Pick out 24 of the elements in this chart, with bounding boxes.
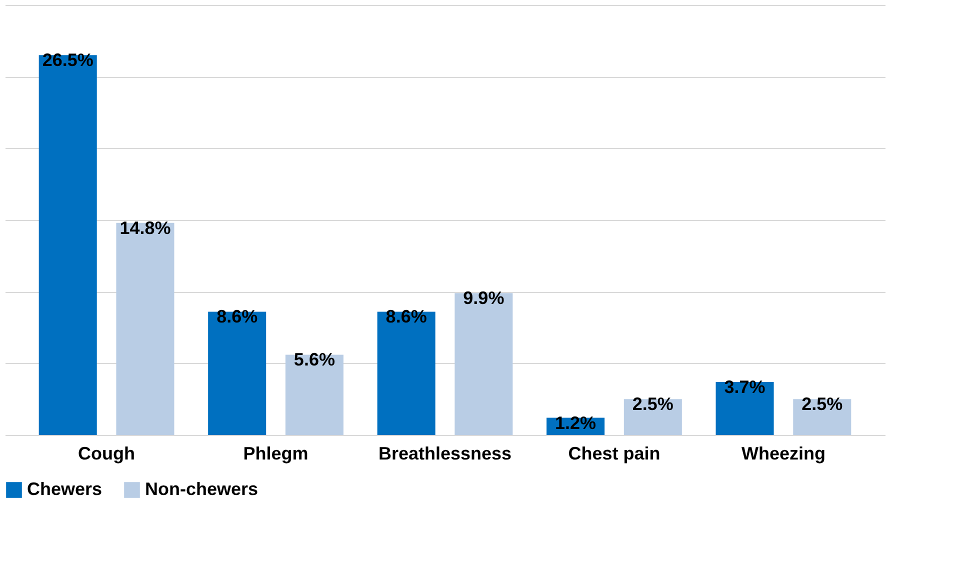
bar (285, 354, 344, 435)
data-label: 14.8% (120, 218, 171, 238)
data-label: 2.5% (632, 394, 674, 414)
x-tick-label: Breathlessness (378, 444, 512, 464)
data-label: 8.6% (216, 306, 258, 327)
bar (454, 293, 513, 435)
legend-label: Non-chewers (145, 479, 258, 499)
bar (716, 382, 774, 435)
bar (38, 55, 97, 435)
data-label: 5.6% (294, 350, 335, 370)
data-label: 9.9% (463, 288, 504, 308)
data-label: 1.2% (555, 412, 596, 433)
x-tick-label: Chest pain (568, 444, 660, 464)
bar (208, 312, 266, 435)
data-label: 2.5% (802, 394, 843, 414)
x-tick-label: Phlegm (243, 444, 308, 464)
data-label: 8.6% (386, 306, 427, 327)
bar (116, 222, 174, 435)
data-label: 26.5% (42, 50, 94, 70)
legend-label: Chewers (27, 479, 102, 499)
data-label: 3.7% (724, 376, 766, 397)
x-tick-label: Cough (78, 444, 136, 464)
bar (377, 312, 436, 435)
x-tick-label: Wheezing (741, 444, 826, 464)
